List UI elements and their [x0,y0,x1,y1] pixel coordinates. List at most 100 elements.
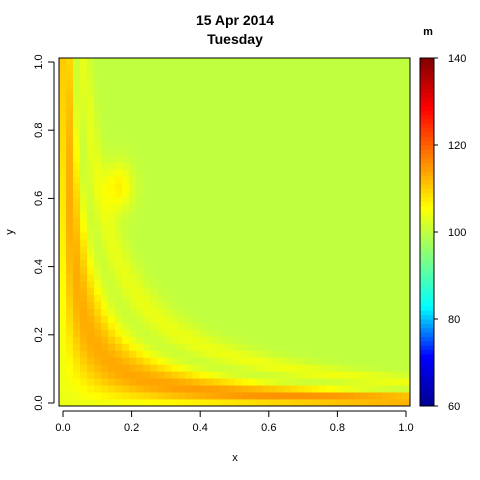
heatmap-cell [346,273,355,282]
heatmap-cell [101,183,109,191]
heatmap-cell [367,273,376,282]
heatmap-cell [332,308,341,316]
heatmap-cell [388,64,397,73]
heatmap-cell [248,120,256,128]
heatmap-cell [241,218,249,226]
heatmap-cell [136,399,144,407]
heatmap-cell [381,64,390,73]
heatmap-cell [332,141,341,149]
heatmap-cell [164,183,172,191]
heatmap-cell [213,252,221,261]
heatmap-cell [234,280,242,289]
heatmap-cell [402,176,411,184]
heatmap-cell [185,218,193,226]
heatmap-cell [122,245,130,254]
heatmap-cell [73,364,81,372]
heatmap-cell [381,399,390,407]
heatmap-cell [213,58,221,66]
heatmap-cell [290,308,299,316]
heatmap-cell [87,280,95,289]
heatmap-cell [360,322,369,330]
heatmap-cell [66,99,74,108]
heatmap-cell [157,294,165,302]
heatmap-cell [213,176,221,184]
heatmap-cell [325,162,334,170]
heatmap-cell [171,273,179,282]
heatmap-cell [262,315,270,323]
heatmap-cell [297,287,306,296]
heatmap-cell [157,148,165,156]
heatmap-cell [276,120,285,128]
heatmap-cell [283,350,292,358]
heatmap-cell [80,71,88,80]
heatmap-cell [276,141,285,149]
heatmap-cell [304,183,313,191]
heatmap-cell [227,71,235,80]
heatmap-cell [199,392,207,400]
heatmap-cell [122,392,130,400]
heatmap-cell [353,218,362,226]
heatmap-cell [339,252,348,261]
heatmap-cell [339,120,348,128]
heatmap-cell [150,343,158,351]
heatmap-cell [87,336,95,344]
heatmap-cell [129,315,137,323]
heatmap-cell [360,266,369,275]
heatmap-cell [325,294,334,302]
heatmap-cell [367,190,376,198]
heatmap-cell [150,169,158,177]
heatmap-cell [353,120,362,128]
heatmap-cell [318,252,327,261]
heatmap-cell [269,169,278,177]
heatmap-cell [171,315,179,323]
heatmap-cell [136,252,144,261]
heatmap-cell [206,259,214,268]
heatmap-cell [381,204,390,212]
heatmap-cell [73,357,81,365]
heatmap-cell [206,148,214,156]
heatmap-cell [346,371,355,379]
heatmap-cell [115,294,123,302]
heatmap-cell [157,364,165,372]
heatmap-cell [360,378,369,386]
heatmap-cell [395,176,404,184]
heatmap-cell [66,162,74,170]
heatmap-cell [150,58,158,66]
heatmap-cell [199,364,207,372]
heatmap-cell [360,113,369,122]
heatmap-cell [136,85,144,94]
heatmap-cell [94,183,102,191]
heatmap-cell [185,350,193,358]
heatmap-cell [94,148,102,156]
heatmap-cell [87,385,95,393]
heatmap-cell [108,92,116,101]
heatmap-cell [276,399,285,407]
heatmap-cell [94,371,102,379]
heatmap-cell [122,378,130,386]
heatmap-cell [381,336,390,344]
heatmap-cell [66,371,74,379]
heatmap-cell [94,343,102,351]
heatmap-cell [325,155,334,163]
heatmap-cell [192,336,200,344]
heatmap-cell [94,64,102,73]
heatmap-cell [304,392,313,400]
heatmap-cell [395,322,404,330]
heatmap-cell [367,141,376,149]
heatmap-cell [318,301,327,309]
heatmap-cell [220,64,228,73]
heatmap-cell [311,301,320,309]
heatmap-cell [206,92,214,101]
heatmap-cell [150,350,158,358]
heatmap-cell [276,287,285,296]
heatmap-cell [178,92,186,101]
heatmap-cell [311,169,320,177]
heatmap-cell [276,190,285,198]
heatmap-cell [395,106,404,115]
heatmap-cell [94,308,102,316]
heatmap-cell [115,232,123,240]
heatmap-cell [276,99,285,108]
colorbar-segment [420,384,434,390]
heatmap-cell [171,169,179,177]
heatmap-cell [66,280,74,289]
